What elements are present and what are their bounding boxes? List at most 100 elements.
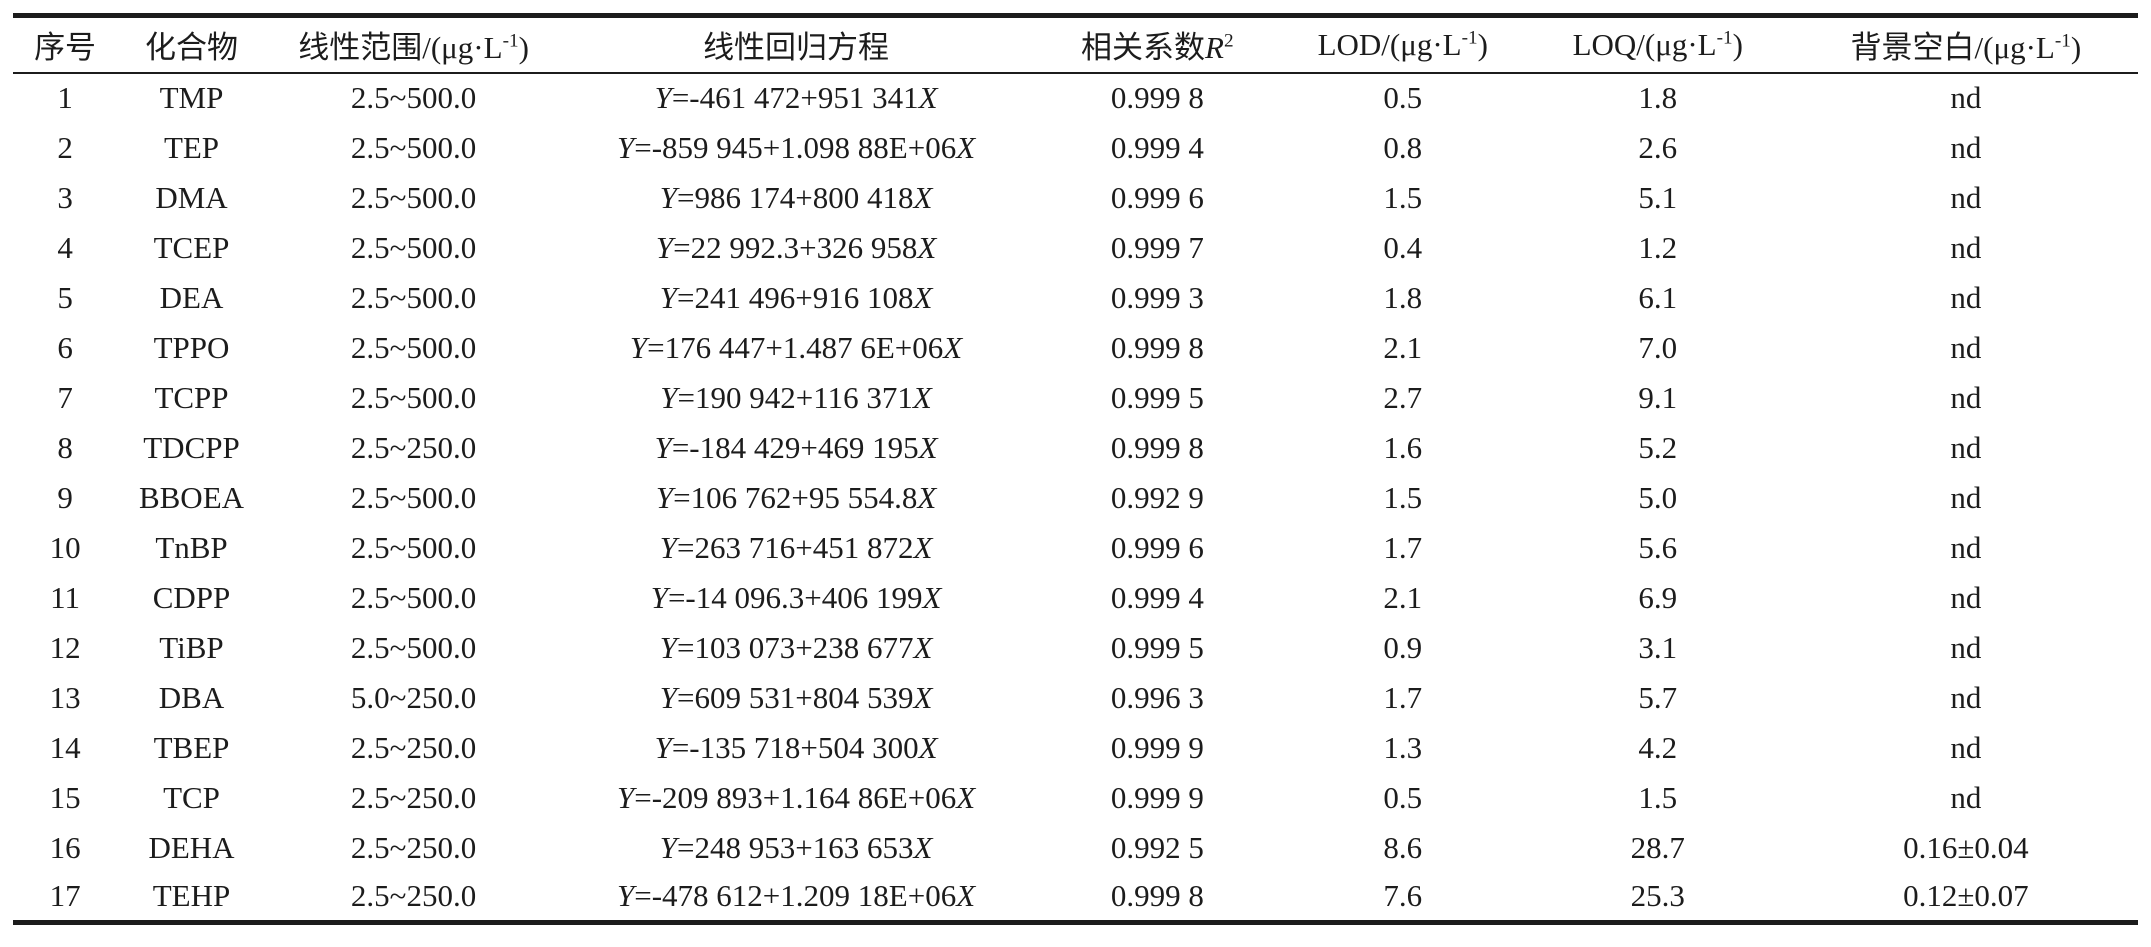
col-header-r-squared: 相关系数R2 [1081, 30, 1234, 66]
cell-number: 15 [49, 779, 81, 815]
cell-loq: 5.0 [1638, 479, 1678, 515]
cell-compound: TMP [159, 80, 224, 115]
cell-compound: TCP [163, 779, 220, 815]
cell-background-blank: nd [1950, 429, 1982, 465]
cell-regression-equation: Y=241 496+916 108X [659, 279, 933, 315]
cell-loq: 6.9 [1638, 579, 1678, 615]
col-header-loq: LOQ/(μg·L-1) [1572, 26, 1743, 62]
cell-loq: 5.2 [1638, 429, 1678, 465]
cell-lod: 1.8 [1383, 279, 1423, 315]
cell-lod: 2.1 [1383, 579, 1423, 615]
cell-r-squared: 0.999 6 [1110, 529, 1204, 565]
cell-compound: TnBP [155, 529, 228, 565]
cell-number: 12 [49, 629, 81, 665]
cell-background-blank: 0.16±0.04 [1903, 829, 2029, 865]
cell-regression-equation: Y=176 447+1.487 6E+06X [629, 329, 963, 365]
table-row: 12 TiBP 2.5~500.0 Y=103 073+238 677X 0.999 5… [13, 623, 2138, 673]
cell-r-squared: 0.992 9 [1110, 479, 1204, 515]
cell-regression-equation: Y=986 174+800 418X [659, 179, 933, 215]
table-row: 7 TCPP 2.5~500.0 Y=190 942+116 371X 0.999 5 2… [13, 373, 2138, 423]
cell-r-squared: 0.999 8 [1110, 878, 1204, 914]
col-header-compound: 化合物 [145, 30, 238, 66]
cell-lod: 2.7 [1383, 379, 1423, 415]
calibration-table: 序号 化合物 线性范围/(μg·L-1) 线性回归方程 相关系数R2 LOD/(… [13, 13, 2138, 925]
cell-compound: CDPP [152, 579, 231, 615]
table-header: 序号 化合物 线性范围/(μg·L-1) 线性回归方程 相关系数R2 LOD/(… [13, 16, 2138, 73]
cell-compound: BBOEA [138, 479, 245, 515]
table-row: 6 TPPO 2.5~500.0 Y=176 447+1.487 6E+06X 0.99… [13, 323, 2138, 373]
cell-regression-equation: Y=-184 429+469 195X [654, 429, 938, 465]
cell-lod: 0.9 [1383, 629, 1423, 665]
cell-background-blank: nd [1950, 779, 1982, 815]
cell-background-blank: nd [1950, 679, 1982, 715]
cell-regression-equation: Y=248 953+163 653X [659, 829, 933, 865]
table-header-row: 序号 化合物 线性范围/(μg·L-1) 线性回归方程 相关系数R2 LOD/(… [13, 16, 2138, 73]
cell-linear-range: 2.5~500.0 [350, 629, 477, 665]
cell-r-squared: 0.999 8 [1110, 429, 1204, 465]
cell-lod: 1.5 [1383, 479, 1423, 515]
cell-regression-equation: Y=263 716+451 872X [659, 529, 933, 565]
cell-background-blank: nd [1950, 279, 1982, 315]
cell-loq: 1.8 [1638, 80, 1678, 115]
cell-r-squared: 0.992 5 [1110, 829, 1204, 865]
cell-number: 3 [57, 179, 73, 215]
cell-lod: 2.1 [1383, 329, 1423, 365]
table-row: 5 DEA 2.5~500.0 Y=241 496+916 108X 0.999 3 1.… [13, 273, 2138, 323]
cell-r-squared: 0.996 3 [1110, 679, 1204, 715]
cell-number: 11 [50, 579, 80, 615]
cell-number: 16 [49, 829, 81, 865]
cell-background-blank: nd [1950, 229, 1982, 265]
cell-number: 8 [57, 429, 73, 465]
cell-loq: 5.7 [1638, 679, 1678, 715]
cell-loq: 28.7 [1630, 829, 1685, 865]
cell-linear-range: 2.5~500.0 [350, 479, 477, 515]
cell-background-blank: 0.12±0.07 [1903, 878, 2029, 914]
cell-compound: DBA [158, 679, 225, 715]
cell-background-blank: nd [1950, 329, 1982, 365]
cell-r-squared: 0.999 8 [1110, 80, 1204, 115]
cell-lod: 0.5 [1383, 80, 1423, 115]
col-header-background-blank: 背景空白/(μg·L-1) [1850, 30, 2082, 66]
cell-compound: TEHP [152, 878, 231, 914]
table-row: 8 TDCPP 2.5~250.0 Y=-184 429+469 195X 0.999 … [13, 423, 2138, 473]
cell-background-blank: nd [1950, 729, 1982, 765]
cell-linear-range: 2.5~250.0 [350, 829, 477, 865]
col-header-regression-eq: 线性回归方程 [703, 30, 890, 66]
cell-number: 2 [57, 129, 73, 165]
cell-r-squared: 0.999 3 [1110, 279, 1204, 315]
cell-compound: TEP [163, 129, 220, 165]
cell-loq: 5.1 [1638, 179, 1678, 215]
cell-r-squared: 0.999 4 [1110, 579, 1204, 615]
cell-loq: 6.1 [1638, 279, 1678, 315]
cell-r-squared: 0.999 8 [1110, 329, 1204, 365]
cell-regression-equation: Y=103 073+238 677X [659, 629, 933, 665]
cell-lod: 1.6 [1383, 429, 1423, 465]
cell-linear-range: 2.5~500.0 [350, 80, 477, 115]
cell-lod: 1.7 [1383, 529, 1423, 565]
cell-lod: 0.5 [1383, 779, 1423, 815]
cell-r-squared: 0.999 5 [1110, 379, 1204, 415]
table-row: 4 TCEP 2.5~500.0 Y=22 992.3+326 958X 0.999 7… [13, 223, 2138, 273]
cell-r-squared: 0.999 9 [1110, 729, 1204, 765]
table-body: 1 TMP 2.5~500.0 Y=-461 472+951 341X 0.999 8 0… [13, 73, 2138, 923]
cell-regression-equation: Y=-478 612+1.209 18E+06X [616, 878, 976, 914]
cell-lod: 1.3 [1383, 729, 1423, 765]
cell-linear-range: 2.5~250.0 [350, 878, 477, 914]
cell-loq: 1.5 [1638, 779, 1678, 815]
cell-regression-equation: Y=-135 718+504 300X [654, 729, 938, 765]
cell-compound: TCPP [154, 379, 229, 415]
cell-linear-range: 2.5~500.0 [350, 579, 477, 615]
cell-compound: DMA [155, 179, 228, 215]
cell-compound: DEHA [148, 829, 235, 865]
cell-linear-range: 2.5~500.0 [350, 379, 477, 415]
cell-number: 17 [49, 878, 81, 914]
cell-background-blank: nd [1950, 529, 1982, 565]
calibration-table-container: 序号 化合物 线性范围/(μg·L-1) 线性回归方程 相关系数R2 LOD/(… [13, 13, 2138, 925]
col-header-lod: LOD/(μg·L-1) [1317, 26, 1488, 62]
table-row: 17 TEHP 2.5~250.0 Y=-478 612+1.209 18E+06X 0… [13, 873, 2138, 923]
cell-number: 10 [49, 529, 81, 565]
cell-compound: DEA [159, 279, 224, 315]
cell-linear-range: 2.5~250.0 [350, 429, 477, 465]
cell-regression-equation: Y=22 992.3+326 958X [655, 229, 937, 265]
cell-linear-range: 2.5~500.0 [350, 229, 477, 265]
